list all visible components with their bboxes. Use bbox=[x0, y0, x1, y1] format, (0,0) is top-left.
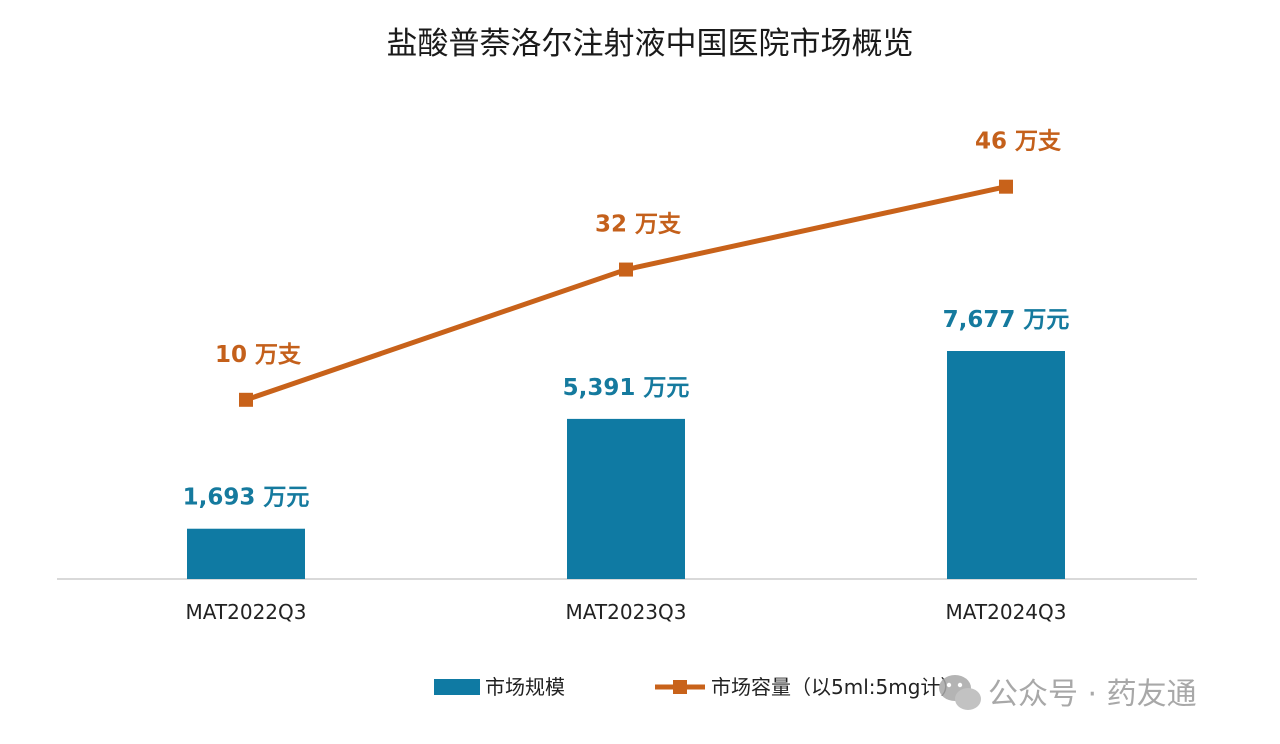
watermark-text: 公众号 · 药友通 bbox=[988, 677, 1197, 712]
line-marker bbox=[239, 392, 253, 407]
x-tick-label: MAT2024Q3 bbox=[946, 600, 1067, 624]
bar bbox=[187, 528, 305, 579]
x-tick-labels: MAT2022Q3 MAT2023Q3 MAT2024Q3 bbox=[186, 600, 1067, 624]
wechat-icon bbox=[939, 675, 981, 710]
legend: 市场规模 市场容量（以5ml:5mg计） bbox=[434, 675, 960, 699]
chart-title: 盐酸普萘洛尔注射液中国医院市场概览 bbox=[387, 26, 914, 62]
x-tick-label: MAT2023Q3 bbox=[566, 600, 687, 624]
bar-data-label: 7,677 万元 bbox=[943, 307, 1070, 333]
legend-bar-label: 市场规模 bbox=[485, 675, 565, 699]
legend-item-bar: 市场规模 bbox=[434, 675, 565, 699]
line-data-labels: 10 万支 32 万支 46 万支 bbox=[215, 129, 1062, 368]
bar bbox=[567, 418, 685, 579]
bar bbox=[947, 351, 1065, 579]
bar-series bbox=[187, 351, 1065, 579]
legend-bar-swatch bbox=[434, 679, 480, 695]
legend-line-label: 市场容量（以5ml:5mg计） bbox=[711, 675, 960, 699]
line-data-label: 32 万支 bbox=[595, 212, 682, 238]
line-data-label: 10 万支 bbox=[215, 342, 302, 368]
bar-data-label: 1,693 万元 bbox=[183, 485, 310, 511]
legend-item-line: 市场容量（以5ml:5mg计） bbox=[655, 675, 960, 699]
x-tick-label: MAT2022Q3 bbox=[186, 600, 307, 624]
line-marker bbox=[999, 179, 1013, 194]
line-marker bbox=[619, 262, 633, 277]
bar-data-label: 5,391 万元 bbox=[563, 375, 690, 401]
legend-line-marker bbox=[673, 680, 687, 694]
watermark: 公众号 · 药友通 bbox=[939, 675, 1197, 712]
line-data-label: 46 万支 bbox=[975, 129, 1062, 155]
bar-data-labels: 1,693 万元 5,391 万元 7,677 万元 bbox=[183, 307, 1070, 511]
line-series bbox=[239, 179, 1013, 407]
